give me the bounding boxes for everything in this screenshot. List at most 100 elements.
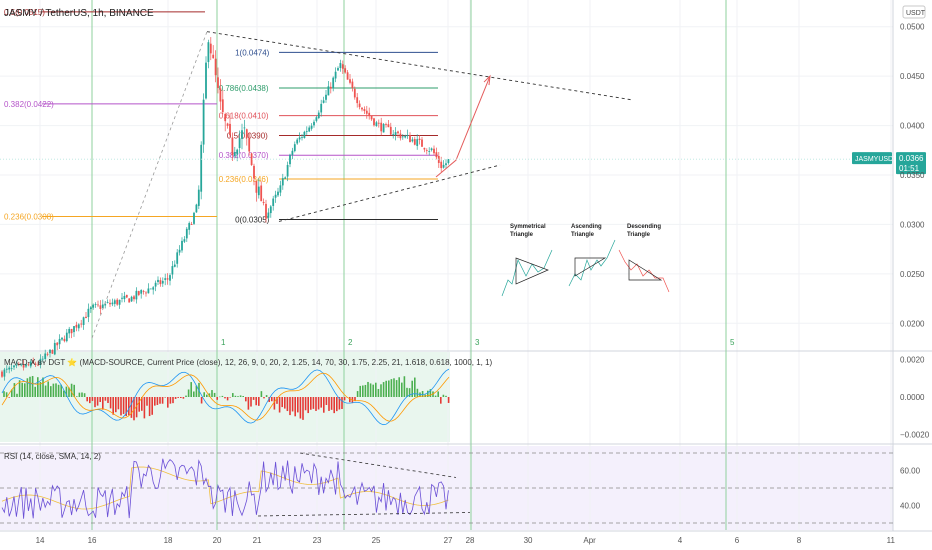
candle bbox=[217, 67, 219, 94]
candle-body bbox=[296, 139, 299, 144]
candle bbox=[397, 130, 399, 138]
macd-bar bbox=[226, 397, 229, 401]
candle bbox=[27, 361, 30, 367]
candle bbox=[142, 289, 145, 295]
candle-body bbox=[399, 133, 402, 139]
candle-body bbox=[89, 307, 92, 310]
time-tick-label: 30 bbox=[524, 536, 533, 545]
candle bbox=[82, 316, 85, 330]
candle bbox=[370, 115, 373, 121]
candle-body bbox=[152, 287, 155, 290]
macd-bar bbox=[164, 397, 166, 398]
macd-bar bbox=[388, 380, 390, 397]
macd-bar bbox=[109, 397, 112, 409]
cycle-label: 5 bbox=[730, 338, 735, 347]
candle-body bbox=[99, 305, 102, 309]
macd-bar bbox=[8, 397, 10, 398]
time-tick-label: 25 bbox=[372, 536, 381, 545]
candle bbox=[377, 119, 380, 128]
candle bbox=[286, 161, 289, 182]
macd-bar bbox=[159, 397, 161, 404]
macd-bar bbox=[354, 397, 356, 402]
candle bbox=[183, 236, 186, 243]
macd-bar bbox=[99, 397, 101, 402]
rsi-ma-line bbox=[1, 466, 449, 510]
macd-bar bbox=[276, 397, 278, 404]
candle bbox=[221, 90, 224, 115]
macd-bar bbox=[89, 397, 91, 404]
candle bbox=[137, 290, 140, 297]
fib-right-label: 0.618(0.0410) bbox=[219, 112, 269, 121]
candle bbox=[8, 365, 11, 374]
pattern-1: Symmetrical Triangle bbox=[501, 224, 553, 297]
candle-body bbox=[416, 139, 419, 146]
candle bbox=[423, 147, 426, 153]
macd-bar bbox=[364, 384, 367, 397]
macd-bar bbox=[442, 394, 445, 397]
macd-bar bbox=[34, 386, 36, 397]
macd-bar bbox=[13, 383, 16, 397]
macd-bar bbox=[419, 392, 421, 397]
candle-body bbox=[137, 291, 140, 295]
macd-bar bbox=[16, 393, 18, 397]
candle-body bbox=[245, 129, 248, 138]
macd-bar bbox=[39, 382, 42, 397]
candle bbox=[111, 298, 114, 307]
candle bbox=[5, 365, 8, 373]
candle-body bbox=[77, 324, 80, 329]
candle-body bbox=[301, 137, 303, 138]
macd-bar bbox=[200, 397, 203, 404]
macd-bar bbox=[5, 392, 8, 397]
macd-bar bbox=[117, 397, 120, 410]
candle-body bbox=[41, 358, 44, 360]
candle-body bbox=[25, 364, 27, 367]
rsi-line bbox=[1, 458, 449, 519]
time-tick-label: 21 bbox=[253, 536, 262, 545]
candle-body bbox=[121, 297, 123, 299]
macd-signal-line bbox=[1, 372, 450, 422]
candle-body bbox=[394, 132, 397, 136]
candle-body bbox=[435, 152, 438, 158]
candle bbox=[106, 299, 109, 304]
candle-body bbox=[433, 148, 435, 154]
candle bbox=[3, 367, 6, 381]
candle-body bbox=[169, 275, 171, 281]
macd-bar bbox=[156, 397, 159, 405]
macd-bar bbox=[245, 397, 247, 402]
macd-bar bbox=[91, 397, 94, 401]
macd-bar bbox=[221, 395, 224, 397]
chart-title: JASMY / TetherUS, 1h, BINANCE bbox=[4, 8, 154, 19]
macd-bar bbox=[258, 397, 260, 406]
candle-body bbox=[337, 68, 339, 71]
candle bbox=[358, 100, 361, 110]
macd-bar bbox=[421, 390, 424, 397]
last-price-label: 0.0366 bbox=[899, 154, 924, 163]
candle-body bbox=[133, 296, 135, 300]
candle-body bbox=[154, 282, 157, 287]
candle-body bbox=[332, 77, 335, 89]
candle-body bbox=[281, 178, 284, 186]
pattern-label-line1: Ascending bbox=[571, 224, 602, 230]
macd-bar bbox=[151, 397, 153, 415]
time-tick-label: 14 bbox=[36, 536, 45, 545]
candle bbox=[140, 289, 143, 299]
candle bbox=[250, 152, 253, 166]
candle-body bbox=[205, 62, 207, 99]
macd-tick-label: 0.0020 bbox=[900, 356, 925, 365]
candle-body bbox=[149, 288, 152, 290]
candle bbox=[89, 306, 92, 313]
candle-body bbox=[334, 71, 337, 79]
candle bbox=[245, 128, 248, 146]
macd-bar bbox=[78, 392, 81, 397]
candle bbox=[202, 93, 205, 153]
macd-bar bbox=[50, 386, 52, 397]
candle-body bbox=[200, 144, 203, 192]
candle-body bbox=[63, 338, 66, 342]
candle-body bbox=[327, 86, 330, 96]
cycle-label: 3 bbox=[475, 338, 480, 347]
candle-body bbox=[404, 135, 407, 138]
macd-bar bbox=[440, 397, 442, 404]
macd-bar bbox=[172, 397, 174, 404]
macd-bar bbox=[414, 377, 416, 397]
